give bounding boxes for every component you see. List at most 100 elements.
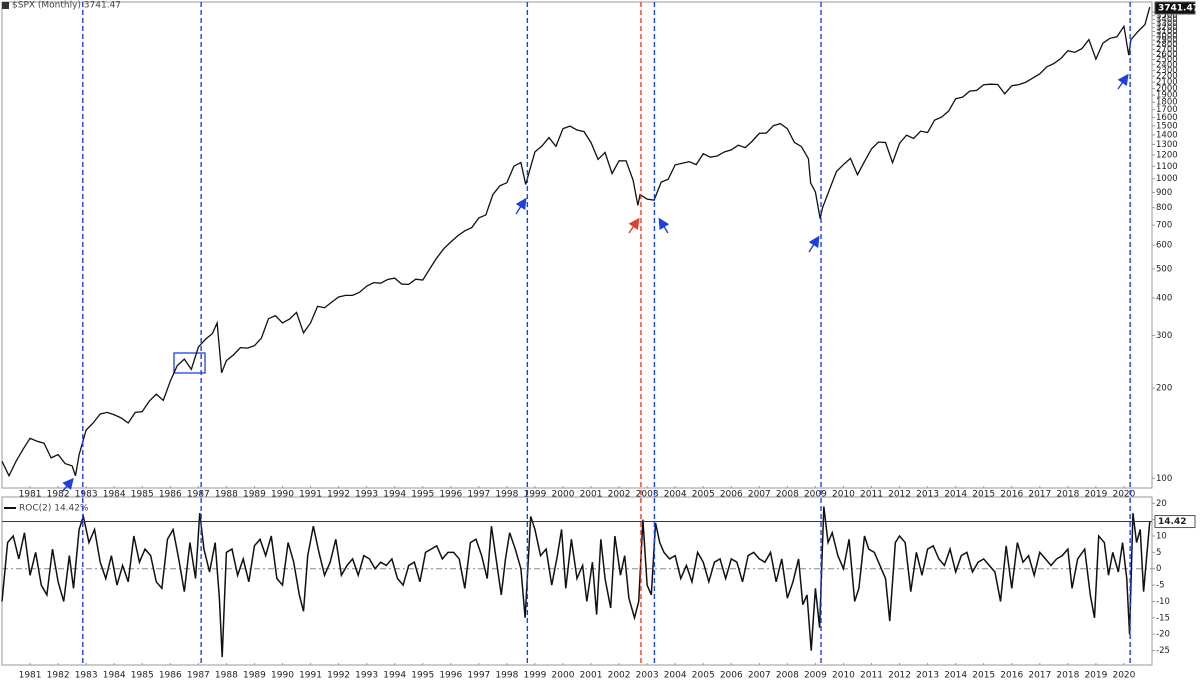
x-tick-label: 2013 [916,671,939,681]
x-tick-label: 1988 [215,490,238,500]
x-tick-label: 2019 [1084,490,1107,500]
x-tick-label: 1987 [187,490,210,500]
x-tick-label: 2016 [1000,671,1023,681]
arrow [515,197,527,215]
x-tick-label: 2010 [832,671,855,681]
x-tick-label: 1998 [495,490,518,500]
y-tick-label: 0 [1156,564,1161,574]
arrow [61,477,74,493]
y-tick-label: 2600 [1156,50,1178,60]
y-tick-label: 3500 [1156,11,1178,21]
y-tick-label: 2500 [1156,55,1178,65]
x-tick-label: 1996 [439,671,462,681]
x-tick-label: 2006 [720,671,743,681]
x-tick-label: 2020 [1112,490,1135,500]
x-tick-label: 2009 [804,490,827,500]
y-tick-label: 900 [1156,188,1172,198]
y-tick-label: 500 [1156,264,1172,274]
y-tick-label: 2200 [1156,72,1178,82]
x-tick-label: 1982 [47,490,70,500]
x-tick-label: 1999 [523,490,546,500]
x-tick-label: 2018 [1056,490,1079,500]
x-tick-label: 2020 [1112,671,1135,681]
y-tick-label: 10 [1156,532,1167,542]
y-tick-label: 1100 [1156,162,1178,172]
y-tick-label: 200 [1156,384,1172,394]
x-tick-label: 2011 [860,490,883,500]
x-tick-label: 2017 [1028,490,1051,500]
symbol-icon [2,2,9,9]
last-value-label: 14.42 [1158,517,1186,527]
x-tick-label: 2018 [1056,671,1079,681]
y-tick-label: 2800 [1156,40,1178,50]
x-tick-label: 2008 [776,490,799,500]
last-value-box [1154,515,1196,529]
x-tick-label: 2014 [944,671,967,681]
price-title: $SPX (Monthly) 3741.47 [12,1,121,11]
x-tick-label: 2016 [1000,490,1023,500]
x-tick-label: 1981 [19,490,42,500]
y-tick-label: 700 [1156,221,1172,231]
x-tick-label: 2000 [552,490,575,500]
x-tick-label: 1984 [103,490,126,500]
x-tick-label: 2000 [552,671,575,681]
x-tick-label: 1995 [411,671,434,681]
y-tick-label: 5 [1156,548,1161,558]
x-tick-label: 2017 [1028,671,1051,681]
x-tick-label: 1992 [327,490,350,500]
y-tick-label: 1600 [1156,113,1178,123]
y-tick-label: 2900 [1156,36,1178,46]
x-tick-label: 2004 [664,671,687,681]
x-tick-label: 1986 [159,490,182,500]
x-tick-label: 2005 [692,490,715,500]
y-tick-label: 2000 [1156,84,1178,94]
y-tick-label: -25 [1156,646,1170,656]
y-tick-label: 3100 [1156,27,1178,37]
y-tick-label: 1300 [1156,140,1178,150]
highlight-box [173,352,206,374]
series-line [1,6,1151,478]
x-tick-label: 2012 [888,671,911,681]
x-tick-label: 1989 [243,671,266,681]
x-tick-label: 1991 [299,671,322,681]
y-tick-label: 800 [1156,203,1172,213]
x-tick-label: 1990 [271,490,294,500]
x-tick-label: 2002 [608,490,631,500]
x-tick-label: 1996 [439,490,462,500]
y-tick-label: 1000 [1156,174,1178,184]
x-tick-label: 2003 [636,671,659,681]
x-tick-label: 1993 [355,671,378,681]
x-tick-label: 2013 [916,490,939,500]
y-tick-label: 600 [1156,241,1172,251]
x-tick-label: 1983 [75,490,98,500]
x-tick-label: 1981 [19,671,42,681]
x-tick-label: 1993 [355,490,378,500]
y-tick-label: 2700 [1156,45,1178,55]
x-tick-label: 1994 [383,490,406,500]
arrow [658,217,670,234]
y-tick-label: 1500 [1156,121,1178,131]
y-tick-label: 1200 [1156,150,1178,160]
x-tick-label: 1985 [131,671,154,681]
x-tick-label: 2006 [720,490,743,500]
x-tick-label: 2015 [972,490,995,500]
x-tick-label: 2004 [664,490,687,500]
x-tick-label: 1992 [327,671,350,681]
y-tick-label: 2400 [1156,60,1178,70]
last-value-label: 3741.47 [1158,4,1199,14]
y-tick-label: 1700 [1156,105,1178,115]
arrow [628,217,640,234]
y-tick-label: 3200 [1156,23,1178,33]
x-tick-label: 2014 [944,490,967,500]
x-tick-label: 2003 [636,490,659,500]
x-tick-label: 1988 [215,671,238,681]
x-tick-label: 1997 [467,490,490,500]
x-tick-label: 2009 [804,671,827,681]
y-tick-label: 2300 [1156,66,1178,76]
x-tick-label: 1991 [299,490,322,500]
panel-frame [1,496,1153,666]
x-tick-label: 2001 [580,490,603,500]
x-tick-label: 2015 [972,671,995,681]
y-tick-label: -5 [1156,581,1164,591]
y-tick-label: -15 [1156,613,1170,623]
